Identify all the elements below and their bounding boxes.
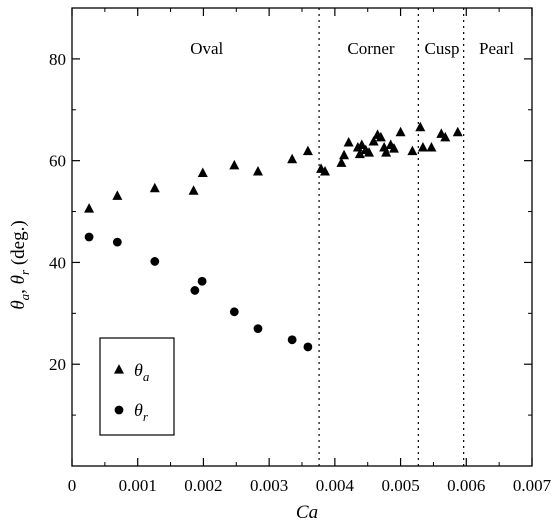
triangle-marker-theta-a: [395, 126, 406, 137]
legend-label-base: θ: [134, 360, 143, 380]
y-axis-title-sub-a: a: [17, 293, 32, 300]
y-tick-label: 20: [49, 355, 66, 374]
circle-marker-theta-r: [287, 335, 297, 345]
x-tick-label: 0.007: [513, 476, 552, 495]
triangle-marker-theta-a: [389, 143, 399, 153]
legend-label-theta-a: θa: [134, 360, 150, 384]
triangle-marker-theta-a: [452, 126, 463, 137]
triangle-marker-theta-a: [287, 153, 298, 164]
legend-label-base: θ: [134, 400, 143, 420]
circle-marker-theta-r: [197, 276, 207, 286]
circle-marker-theta-r: [84, 232, 94, 242]
circle-marker-theta-r: [229, 307, 239, 317]
triangle-marker-theta-a: [252, 165, 263, 176]
legend-circle-symbol: [114, 405, 124, 415]
axis-ticks: [71, 8, 533, 466]
x-tick-label: 0.002: [184, 476, 222, 495]
triangle-marker-theta-a: [415, 121, 426, 132]
triangle-marker-theta-a: [407, 145, 418, 156]
region-label-oval: Oval: [190, 39, 223, 58]
region-boundaries: [318, 8, 465, 466]
triangle-marker-theta-a: [440, 131, 451, 142]
triangle-marker-theta-a: [343, 136, 354, 147]
triangle-marker-theta-a: [356, 139, 367, 150]
triangle-marker-theta-a: [352, 142, 363, 152]
x-axis-title: Ca: [296, 502, 318, 523]
triangle-marker-theta-a: [354, 148, 365, 159]
circle-marker-theta-r: [253, 324, 263, 333]
y-axis-title-theta-a: θ: [8, 300, 29, 309]
region-label-pearl: Pearl: [479, 39, 514, 58]
y-tick-label: 60: [49, 152, 66, 171]
circle-marker-theta-r: [150, 257, 160, 266]
triangle-marker-theta-a: [149, 182, 160, 193]
triangle-marker-theta-a: [417, 142, 428, 152]
triangle-marker-theta-a: [381, 147, 392, 157]
triangle-marker-theta-a: [339, 149, 350, 160]
triangle-marker-theta-a: [302, 145, 313, 156]
region-labels: Oval Corner Cusp Pearl: [190, 39, 514, 58]
legend-triangle-symbol: [114, 364, 124, 374]
y-tick-label: 80: [49, 50, 66, 69]
x-tick-label: 0.001: [119, 476, 157, 495]
y-axis-title-unit: (deg.): [8, 220, 29, 270]
legend-label-subscript: r: [143, 409, 149, 424]
legend-label-theta-r: θr: [134, 400, 149, 424]
triangle-marker-theta-a: [112, 190, 123, 200]
triangle-marker-theta-a: [229, 159, 240, 170]
y-tick-label: 40: [49, 253, 66, 272]
triangle-marker-theta-a: [84, 203, 95, 213]
x-tick-label: 0.006: [447, 476, 485, 495]
triangle-marker-theta-a: [375, 131, 386, 142]
x-tick-label: 0.004: [316, 476, 355, 495]
triangle-marker-theta-a: [426, 142, 437, 152]
region-label-cusp: Cusp: [424, 39, 459, 58]
y-axis-title-theta-r: θ: [8, 275, 29, 284]
x-tick-label: 0: [68, 476, 77, 495]
x-tick-label: 0.005: [381, 476, 419, 495]
legend-box: [99, 337, 175, 436]
triangle-marker-theta-a: [188, 185, 199, 195]
x-tick-label: 0.003: [250, 476, 288, 495]
legend-label-subscript: a: [143, 369, 150, 384]
circle-marker-theta-r: [112, 237, 122, 247]
triangle-marker-theta-a: [197, 167, 208, 177]
triangle-marker-theta-a: [364, 147, 375, 157]
triangle-marker-theta-a: [336, 157, 347, 167]
y-axis-title: θa, θr (deg.): [8, 220, 32, 309]
region-label-corner: Corner: [347, 39, 395, 58]
axis-tick-labels: 0 0.001 0.002 0.003 0.004 0.005 0.006 0.007 20 40…: [49, 50, 552, 495]
triangle-marker-theta-a: [368, 135, 379, 146]
circle-marker-theta-r: [190, 286, 200, 295]
triangle-marker-theta-a: [320, 165, 330, 176]
data-markers: [84, 121, 463, 352]
circle-marker-theta-r: [303, 342, 313, 352]
y-axis-title-sep: ,: [8, 284, 29, 294]
y-axis-title-sub-r: r: [17, 269, 32, 275]
